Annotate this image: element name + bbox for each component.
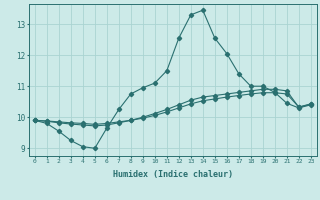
X-axis label: Humidex (Indice chaleur): Humidex (Indice chaleur) <box>113 170 233 179</box>
